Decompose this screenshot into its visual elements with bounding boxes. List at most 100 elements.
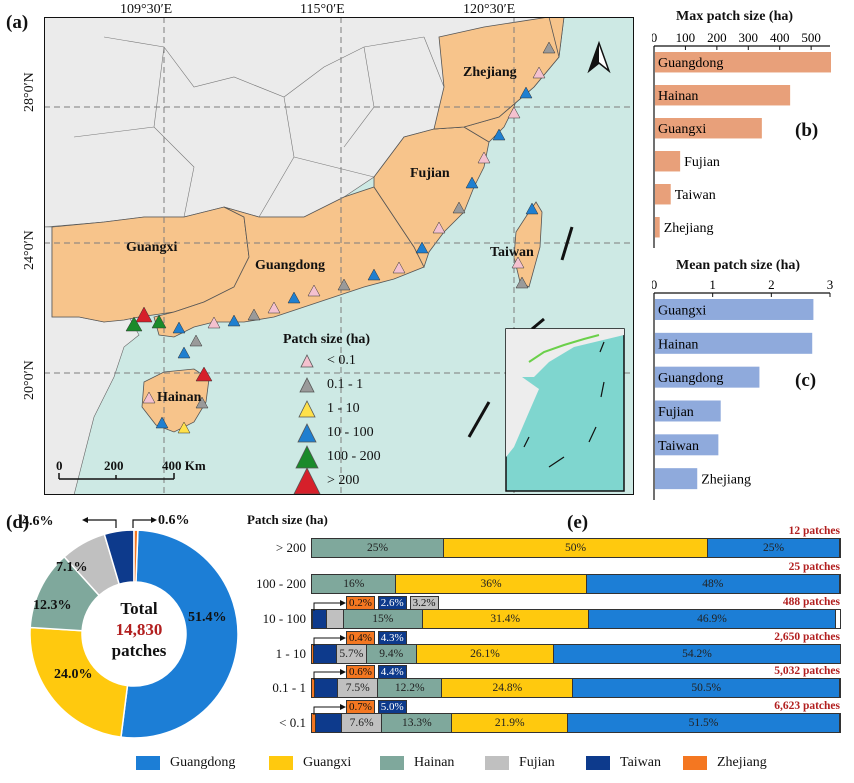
map-legend-label-2: 1 - 10 [327,401,360,416]
bar-label-zhejiang: Zhejiang [664,221,714,236]
bar-hainan [655,85,791,106]
bar-label-guangdong: Guangdong [658,371,723,386]
segment-guangxi-0: 50% [444,539,708,557]
legend-label-guangdong: Guangdong [170,755,236,770]
bar-zhejiang [655,217,660,238]
row-category-4: 0.1 - 1 [272,680,306,695]
panel-c-label: (c) [795,370,817,391]
bar-label-guangxi: Guangxi [658,122,706,137]
pie-callout-arrows [82,517,157,528]
bar-hainan [655,332,813,354]
lon-tick-1: 109°30′E [120,2,173,17]
callout-taiwan-2: 2.6% [377,596,407,610]
hainan-land [141,368,210,433]
segment-guangxi-2: 31.4% [422,610,589,628]
stacked-bar-row-2: 15% 31.4% 46.9% [311,609,841,629]
pie-center-unit: patches [111,641,167,660]
bar-label-zhejiang: Zhejiang [701,473,751,488]
x-tick-label: 100 [676,30,696,45]
row-count-3: 2,650 patches [774,631,840,643]
panel-e-title: Patch size (ha) [247,512,328,527]
bar-label-taiwan: Taiwan [675,188,716,203]
segment-taiwan-3 [314,645,337,663]
x-tick-label: 200 [707,30,727,45]
segment-guangdong-4: 50.5% [573,679,840,697]
legend-swatch-guangxi [269,756,293,770]
zhejiang-land-north [433,17,560,130]
dash-line-segments [467,226,574,438]
lon-tick-2: 115°0′E [300,2,345,17]
map-legend-label-1: 0.1 - 1 [327,377,364,392]
callout-connector-3 [313,635,346,646]
stacked-bar-row-3: 5.7% 9.4% 26.1% 54.2% [311,644,841,664]
x-tick-label: 0 [652,30,657,45]
callout-fujian-2: 3.2% [409,596,439,610]
callout-zhejiang-3: 0.4% [346,631,375,645]
row-count-2: 488 patches [782,596,840,608]
legend-triangle-icon [298,400,316,418]
panel-a-label: (a) [6,12,29,33]
inset-map [505,328,625,492]
segment-guangdong-2: 46.9% [588,610,837,628]
callout-connector-5 [313,704,346,715]
callout-taiwan-5: 5.0% [377,700,407,714]
legend-item-hainan: Hainan [380,755,454,771]
segment-hainan-4: 12.2% [378,679,443,697]
label-taiwan: Taiwan [490,245,534,260]
bar-label-fujian: Fujian [658,405,694,420]
pie-label-guangdong: 51.4% [188,610,227,625]
lat-tick-1: 28°0′N [22,72,37,112]
bar-label-fujian: Fujian [684,155,720,170]
x-tick-label: 0 [652,277,657,292]
row-count-5: 6,623 patches [774,700,840,712]
segment-zhejiang-2 [312,610,314,628]
scale-bar [58,473,175,480]
panel-b-chart: 0 100 200 300 400 500 Guangdong Hainan Guangxi Fu… [651,28,847,248]
row-count-4: 5,032 patches [774,665,840,677]
callout-zhejiang-5: 0.7% [346,700,375,714]
legend-triangle-icon [300,354,314,368]
segment-taiwan-5 [315,714,343,732]
row-category-5: < 0.1 [279,715,306,730]
segment-fujian-4: 7.5% [338,679,378,697]
panel-b-label: (b) [795,120,819,141]
patch-markers [125,41,556,434]
label-guangxi: Guangxi [126,240,178,255]
legend-triangle-icon [293,467,321,495]
panel-b-title: Max patch size (ha) [676,9,794,24]
callout-zhejiang-4: 0.6% [346,665,375,679]
pie-chart [29,529,239,739]
segment-guangdong-0: 25% [708,539,840,557]
pie-slice-zhejiang [133,529,139,583]
pie-label-zhejiang: 0.6% [158,513,190,528]
panel-b-svg: 0 100 200 300 400 500 Guangdong Hainan Guangxi Fu… [651,30,831,248]
legend-swatch-fujian [485,756,509,770]
segment-hainan-0: 25% [312,539,444,557]
bar-label-guangdong: Guangdong [658,56,723,71]
x-tick-label: 400 [770,30,790,45]
callout-zhejiang-2: 0.2% [346,596,375,610]
map-legend-title: Patch size (ha) [283,332,371,347]
segment-guangxi-5: 21.9% [452,714,569,732]
row-count-1: 25 patches [788,561,840,573]
segment-fujian-2 [326,610,344,628]
segment-guangdong-3: 54.2% [554,645,841,663]
pie-center-total: Total [120,599,158,618]
bar-guangxi [655,118,762,139]
pie-label-hainan: 12.3% [33,598,72,613]
legend-triangle-icon [295,445,319,469]
panel-e-label: (e) [567,512,589,533]
segment-zhejiang-3 [312,645,315,663]
legend-item-taiwan: Taiwan [586,755,661,771]
x-tick-label: 500 [801,30,821,45]
north-arrow-icon [587,40,611,74]
bar-label-hainan: Hainan [658,337,698,352]
segment-fujian-5: 7.6% [342,714,383,732]
pie-slice-guangxi [29,626,129,739]
label-hainan: Hainan [157,390,202,405]
legend-label-fujian: Fujian [519,755,555,770]
map-legend-label-3: 10 - 100 [327,425,374,440]
pie-label-taiwan: 4.6% [22,514,54,529]
segment-taiwan-2 [313,610,327,628]
stacked-bar-row-4: 7.5% 12.2% 24.8% 50.5% [311,678,841,698]
